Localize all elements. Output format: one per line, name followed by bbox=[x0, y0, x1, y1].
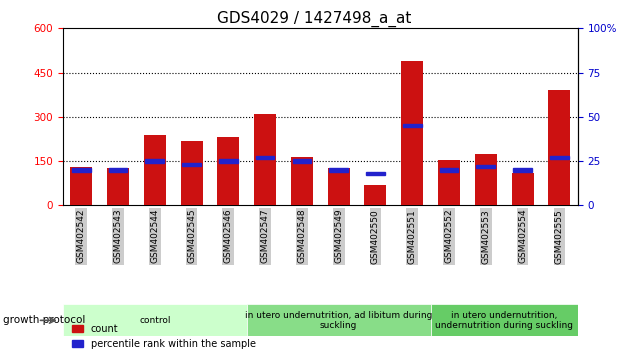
Text: GSM402555: GSM402555 bbox=[555, 209, 564, 264]
Bar bbox=[512, 173, 534, 205]
Bar bbox=[477, 165, 495, 168]
Text: GSM402553: GSM402553 bbox=[481, 209, 490, 264]
Text: GSM402542: GSM402542 bbox=[77, 209, 85, 263]
Text: in utero undernutrition,
undernutrition during suckling: in utero undernutrition, undernutrition … bbox=[435, 311, 573, 330]
Bar bbox=[144, 135, 166, 205]
Text: GSM402543: GSM402543 bbox=[114, 209, 122, 263]
Bar bbox=[109, 168, 127, 172]
Bar bbox=[219, 159, 238, 163]
Bar bbox=[247, 304, 431, 336]
Bar bbox=[107, 167, 129, 205]
Bar bbox=[550, 156, 569, 159]
Text: GSM402548: GSM402548 bbox=[298, 209, 306, 263]
Text: GDS4029 / 1427498_a_at: GDS4029 / 1427498_a_at bbox=[217, 11, 411, 27]
Bar bbox=[328, 169, 350, 205]
Bar bbox=[72, 168, 90, 172]
Bar bbox=[254, 114, 276, 205]
Text: GSM402545: GSM402545 bbox=[187, 209, 196, 263]
Bar bbox=[440, 168, 458, 172]
Bar bbox=[293, 159, 311, 163]
Bar bbox=[475, 154, 497, 205]
Bar bbox=[401, 61, 423, 205]
Text: growth protocol: growth protocol bbox=[3, 315, 85, 325]
Bar bbox=[291, 156, 313, 205]
Text: GSM402550: GSM402550 bbox=[371, 209, 380, 264]
Text: GSM402546: GSM402546 bbox=[224, 209, 233, 263]
Text: GSM402547: GSM402547 bbox=[261, 209, 269, 263]
Bar bbox=[513, 168, 532, 172]
Text: GSM402544: GSM402544 bbox=[150, 209, 160, 263]
Bar bbox=[180, 141, 203, 205]
Bar bbox=[403, 124, 421, 127]
Bar bbox=[366, 172, 385, 175]
Bar bbox=[70, 167, 92, 205]
Text: GSM402551: GSM402551 bbox=[408, 209, 417, 264]
Text: in utero undernutrition, ad libitum during
suckling: in utero undernutrition, ad libitum duri… bbox=[245, 311, 432, 330]
Text: GSM402549: GSM402549 bbox=[334, 209, 343, 263]
Bar bbox=[431, 304, 578, 336]
Text: control: control bbox=[139, 316, 171, 325]
Bar bbox=[548, 90, 570, 205]
Bar bbox=[438, 160, 460, 205]
Bar bbox=[364, 185, 386, 205]
Bar bbox=[145, 159, 164, 163]
Bar bbox=[256, 156, 274, 159]
Legend: count, percentile rank within the sample: count, percentile rank within the sample bbox=[68, 320, 260, 353]
Bar bbox=[217, 137, 239, 205]
Bar bbox=[329, 168, 348, 172]
Bar bbox=[182, 163, 201, 166]
Bar bbox=[63, 304, 247, 336]
Text: GSM402554: GSM402554 bbox=[518, 209, 527, 263]
Text: GSM402552: GSM402552 bbox=[445, 209, 453, 263]
